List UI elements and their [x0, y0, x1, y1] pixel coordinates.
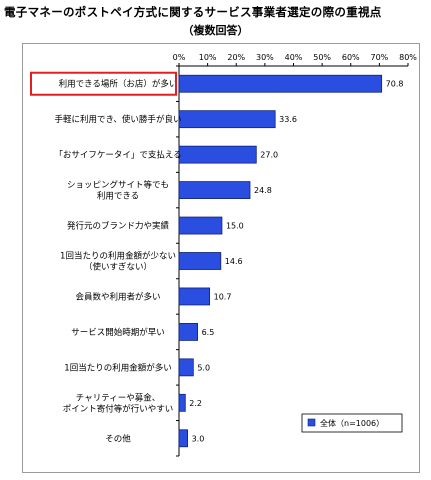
value-label: 2.2	[189, 399, 202, 408]
category-label: 1回当たりの利用金額が多い	[64, 362, 171, 373]
category-label: 1回当たりの利用金額が少ない（使いすぎない）	[60, 251, 176, 273]
category-label: 会員数や利用者が多い	[75, 291, 160, 302]
value-label: 33.6	[279, 115, 297, 124]
value-label: 24.8	[254, 186, 272, 195]
legend-box	[301, 413, 403, 433]
bar	[178, 323, 199, 341]
bar	[178, 429, 188, 448]
chart-frame	[22, 43, 420, 473]
x-tick-label: 20%	[227, 53, 245, 62]
x-tick-label: 40%	[285, 53, 303, 62]
value-label: 15.0	[226, 222, 244, 231]
category-label: サービス開始時期が早い	[71, 327, 165, 338]
bar	[178, 358, 194, 377]
value-label: 14.6	[225, 257, 243, 266]
value-label: 3.0	[192, 434, 205, 443]
chart-subtitle: （複数回答）	[182, 24, 249, 37]
category-label: 発行元のブランド力や実績	[67, 221, 170, 232]
bar	[178, 252, 222, 270]
bar	[178, 110, 276, 129]
category-label: チャリティーや募金、ポイント寄付等が行いやすい	[63, 392, 174, 414]
bar	[178, 216, 223, 235]
category-label: 手軽に利用でき、使い勝手が良い	[55, 114, 182, 125]
bar	[178, 74, 383, 93]
bar	[178, 287, 211, 306]
legend-label: 全体（n=1006）	[320, 418, 384, 428]
category-label: 利用できる場所（お店）が多い	[59, 79, 178, 90]
value-label: 70.8	[386, 80, 404, 89]
category-label: 「おサイフケータイ」で支払える	[54, 150, 181, 161]
x-tick-label: 70%	[370, 53, 388, 62]
bar	[178, 181, 251, 199]
value-label: 6.5	[202, 328, 215, 337]
legend-swatch	[307, 418, 316, 427]
x-tick-label: 60%	[342, 53, 360, 62]
x-tick-label: 30%	[256, 53, 274, 62]
chart-title: 電子マネーのポストペイ方式に関するサービス事業者選定の際の重視点	[4, 5, 382, 19]
value-label: 27.0	[260, 151, 278, 160]
category-label: その他	[105, 433, 131, 444]
bar	[178, 145, 257, 164]
highlight-box	[30, 71, 177, 96]
x-tick-label: 50%	[313, 53, 331, 62]
category-label: ショッピングサイト等でも利用できる	[67, 180, 169, 202]
bar	[178, 393, 186, 412]
x-tick-label: 10%	[199, 53, 217, 62]
value-label: 5.0	[197, 363, 210, 372]
x-tick-label: 0%	[173, 53, 186, 62]
value-label: 10.7	[214, 292, 232, 301]
x-tick-label: 80%	[399, 53, 417, 62]
